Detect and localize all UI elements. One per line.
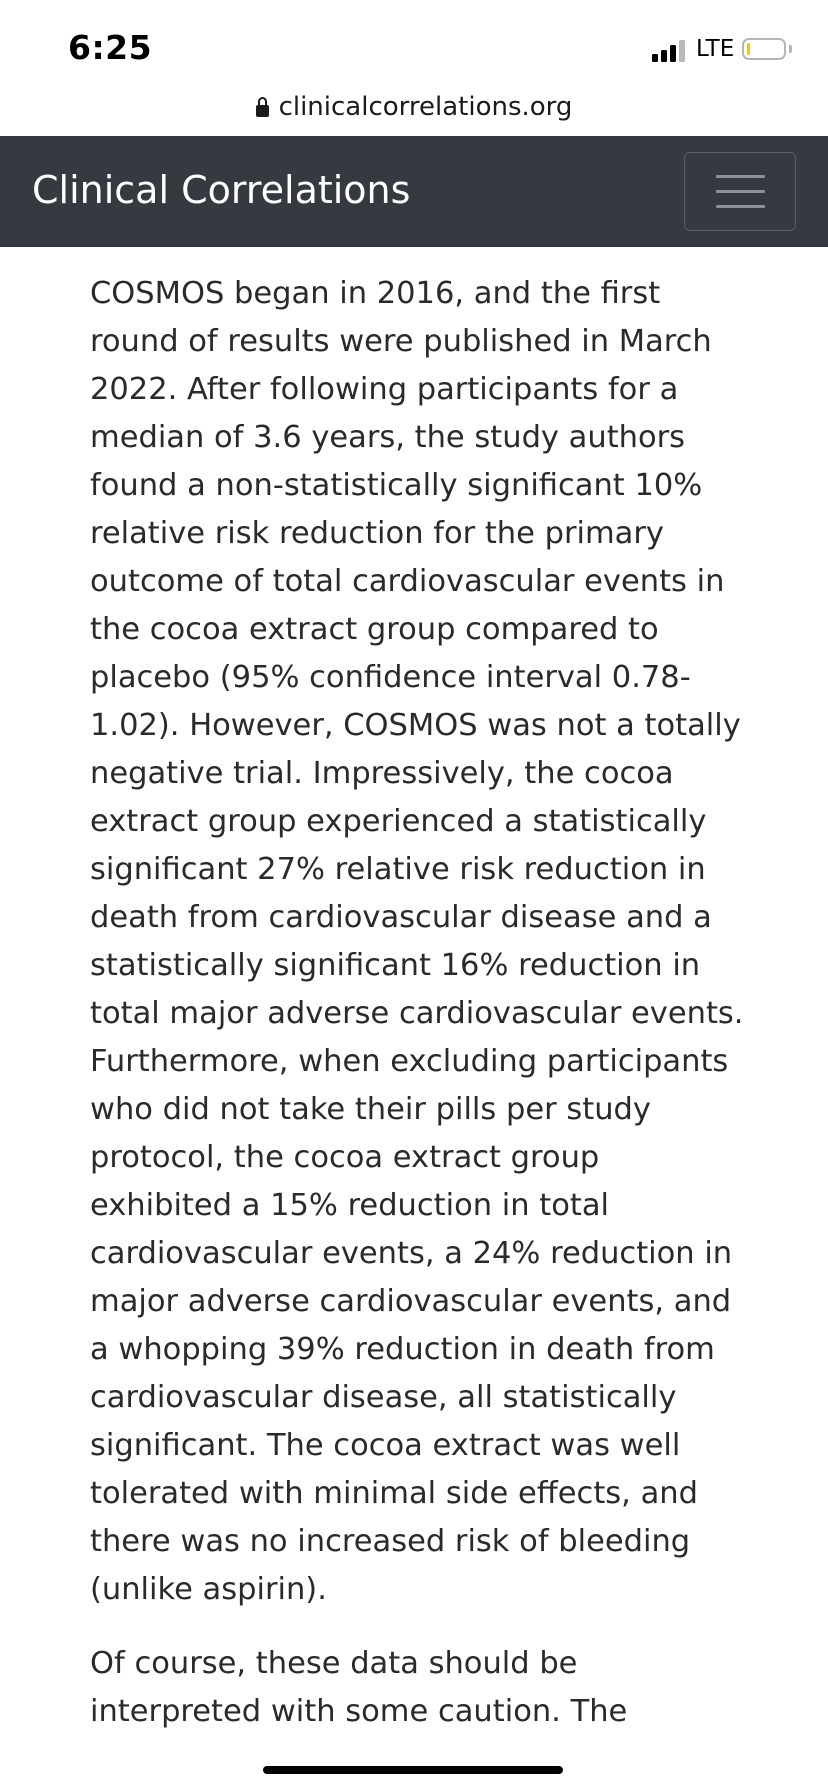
article-body: COSMOS began in 2016, and the first roun… xyxy=(90,270,750,1762)
hamburger-line-3 xyxy=(716,205,765,208)
home-indicator[interactable] xyxy=(263,1766,563,1774)
article-paragraph: COSMOS began in 2016, and the first roun… xyxy=(90,276,744,1607)
hamburger-line-1 xyxy=(716,175,765,178)
url-text: clinicalcorrelations.org xyxy=(278,92,573,122)
status-bar: 6:25 LTE xyxy=(0,0,828,96)
lock-icon xyxy=(255,97,269,117)
network-type: LTE xyxy=(696,36,735,62)
cellular-signal-icon xyxy=(652,38,686,62)
site-brand-link[interactable]: Clinical Correlations xyxy=(32,168,411,212)
battery-tip xyxy=(789,45,792,53)
battery-icon xyxy=(742,38,786,60)
status-time: 6:25 xyxy=(68,28,153,67)
hamburger-line-2 xyxy=(716,190,765,193)
menu-toggle-button[interactable] xyxy=(684,152,796,231)
battery-level-fill xyxy=(747,43,750,55)
article-paragraph: Of course, these data should be interpre… xyxy=(90,1646,628,1729)
site-navbar: Clinical Correlations xyxy=(0,136,828,247)
address-bar[interactable]: clinicalcorrelations.org xyxy=(0,92,828,134)
